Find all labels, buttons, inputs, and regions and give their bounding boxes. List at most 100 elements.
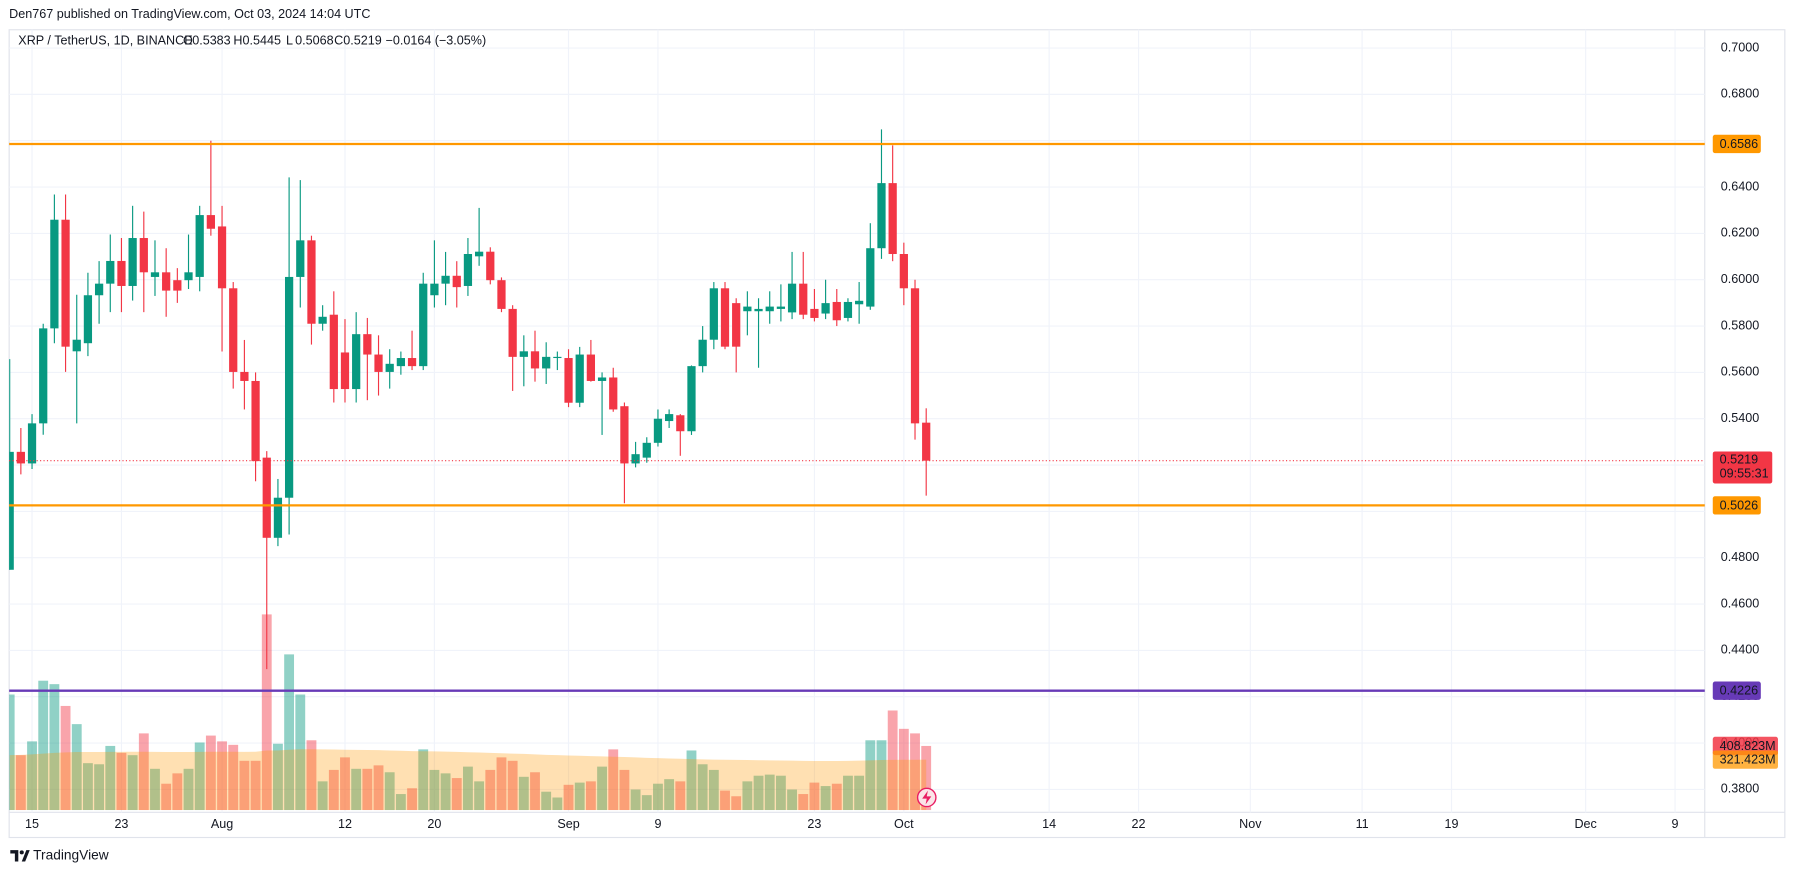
volume-bar bbox=[798, 794, 809, 811]
x-tick-label: 9 bbox=[654, 817, 661, 831]
volume-bar bbox=[630, 789, 641, 811]
candle-body bbox=[877, 183, 886, 249]
candle-body bbox=[620, 406, 629, 464]
volume-bar bbox=[205, 735, 216, 811]
candle-body bbox=[754, 308, 763, 312]
candle-body bbox=[173, 280, 182, 291]
volume-bar bbox=[194, 742, 205, 811]
x-tick-label: 23 bbox=[114, 817, 128, 831]
candle-body bbox=[899, 254, 908, 289]
volume-bar bbox=[373, 765, 384, 811]
candle-body bbox=[94, 283, 104, 296]
volume-bar bbox=[898, 728, 909, 811]
candle-body bbox=[597, 377, 607, 381]
candle-body bbox=[665, 414, 674, 422]
volume-bar bbox=[485, 769, 496, 811]
candle-body bbox=[910, 288, 920, 424]
y-tick-label: 0.5400 bbox=[1721, 411, 1759, 425]
candle-body bbox=[553, 356, 562, 359]
ohlc-key: O bbox=[183, 34, 193, 48]
line-price-label: 0.6586 bbox=[1720, 137, 1758, 151]
candle-body bbox=[698, 339, 707, 367]
change-percent: (−3.05%) bbox=[435, 34, 486, 48]
volume-bar bbox=[49, 684, 60, 811]
candle-body bbox=[441, 275, 450, 284]
volume-bar bbox=[362, 768, 373, 811]
volume-bar bbox=[451, 778, 462, 811]
volume-bar bbox=[351, 768, 362, 811]
legend: XRP / TetherUS, 1D, BINANCE O 0.5383 H 0.54… bbox=[18, 34, 486, 48]
candle-body bbox=[184, 272, 193, 281]
candle-body bbox=[396, 358, 405, 367]
candle-body bbox=[374, 354, 383, 372]
candle-body bbox=[83, 295, 93, 344]
volume-bar bbox=[407, 788, 417, 811]
candle-body bbox=[419, 283, 428, 367]
candle-body bbox=[787, 283, 797, 313]
candle-body bbox=[508, 308, 517, 357]
volume-bar bbox=[731, 796, 742, 811]
brand-logo bbox=[10, 850, 30, 862]
candle-body bbox=[452, 275, 461, 288]
volume-bar bbox=[597, 766, 607, 811]
candle-body bbox=[474, 251, 484, 257]
last-price-label: 0.5219 bbox=[1720, 452, 1758, 466]
volume-bar bbox=[15, 755, 26, 811]
candle-body bbox=[720, 288, 730, 347]
candle-body bbox=[240, 371, 249, 381]
last-price-box bbox=[1712, 451, 1773, 484]
volume-bar bbox=[541, 791, 552, 811]
candle-body bbox=[799, 283, 808, 315]
volume-bar bbox=[60, 705, 71, 811]
x-tick-label: 14 bbox=[1042, 817, 1056, 831]
volume-bar bbox=[742, 781, 753, 811]
ohlc-key: C bbox=[334, 34, 343, 48]
volume-bar bbox=[429, 769, 440, 811]
candle-body bbox=[609, 377, 618, 410]
volume-bar bbox=[284, 654, 295, 811]
volume-bar bbox=[340, 757, 350, 811]
candle-body bbox=[486, 251, 495, 281]
candle-body bbox=[564, 358, 573, 403]
candle-body bbox=[27, 423, 37, 464]
volume-bar bbox=[161, 783, 172, 811]
brand: TradingView bbox=[10, 847, 109, 862]
volume-bar bbox=[552, 797, 563, 811]
candle-body bbox=[463, 254, 473, 286]
candle-body bbox=[72, 339, 81, 352]
candle-body bbox=[530, 351, 540, 369]
volume-bar bbox=[105, 745, 116, 811]
y-tick-label: 0.4400 bbox=[1721, 643, 1759, 657]
x-tick-label: 19 bbox=[1445, 817, 1459, 831]
ohlc-value: 0.5445 bbox=[243, 34, 281, 48]
volume-bar bbox=[295, 694, 306, 811]
ohlc-value: 0.5383 bbox=[192, 34, 230, 48]
volume-bar bbox=[474, 781, 485, 811]
alert-icon bbox=[916, 787, 937, 808]
x-tick-label: 15 bbox=[25, 817, 39, 831]
volume-bar bbox=[138, 733, 149, 811]
candle-body bbox=[888, 183, 897, 255]
candle-body bbox=[575, 354, 584, 403]
candle-body bbox=[832, 301, 841, 321]
volume-bar bbox=[9, 694, 15, 811]
volume-bar bbox=[787, 789, 797, 811]
volume-ma-label: 321.423M bbox=[1720, 753, 1776, 767]
overlays bbox=[9, 142, 1705, 692]
y-tick-label: 0.5800 bbox=[1721, 318, 1759, 332]
volume-bar bbox=[876, 740, 887, 811]
x-tick-label: 22 bbox=[1132, 817, 1146, 831]
volume-bar bbox=[585, 781, 596, 811]
volume-bar bbox=[261, 614, 272, 811]
ohlc-value: 0.5219 bbox=[343, 34, 381, 48]
volume-bar bbox=[831, 783, 842, 811]
volume-bar bbox=[317, 781, 328, 811]
volume-bar bbox=[127, 755, 138, 811]
candle-body bbox=[50, 219, 59, 329]
volume-bar bbox=[686, 750, 697, 811]
candle-body bbox=[732, 303, 741, 347]
volume-bar bbox=[641, 795, 652, 811]
x-tick-label: Dec bbox=[1574, 817, 1596, 831]
volume-ma-box bbox=[1712, 750, 1778, 769]
